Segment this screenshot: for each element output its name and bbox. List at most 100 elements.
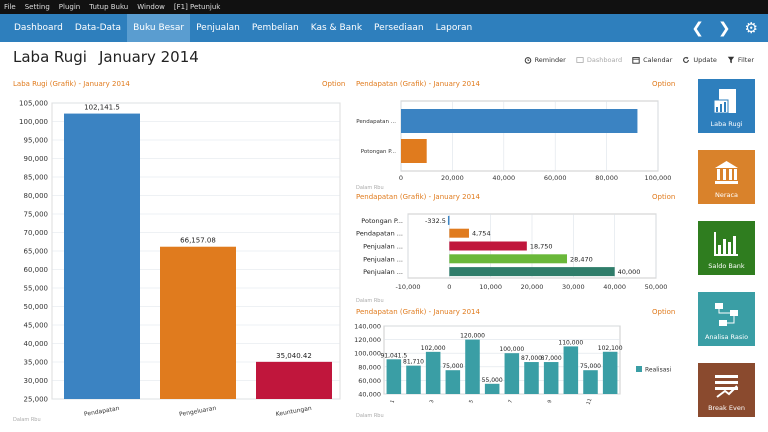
x-tick-label: 1	[390, 399, 397, 404]
bar-chart-icon	[714, 232, 738, 256]
x-tick-label: 20,000	[441, 174, 464, 182]
refresh-icon	[683, 56, 690, 63]
data-label: 87,000	[541, 355, 562, 362]
tab-data-data[interactable]: Data-Data	[74, 23, 122, 33]
y-tick-label: 60,000	[358, 377, 381, 385]
y-tick-label: 60,000	[24, 266, 49, 274]
data-label: 18,750	[530, 243, 553, 251]
pendapatan-chart-3: 40,000 60,000 80,000 100,000 120,000 140,000 9…	[354, 323, 672, 406]
bar	[445, 370, 461, 394]
tab-penjualan[interactable]: Penjualan	[196, 23, 240, 33]
y-tick-label: Penjualan ...	[363, 243, 403, 251]
y-tick-label: Pendapatan ...	[356, 230, 403, 238]
nav-bar: Dashboard Data-Data Buku Besar Penjualan…	[0, 14, 768, 42]
data-label: 110,000	[558, 339, 583, 346]
x-tick-label: 50,000	[645, 283, 668, 291]
bar	[64, 113, 140, 399]
y-tick-label: 80,000	[24, 192, 49, 200]
dashboard-label: Dashboard	[586, 56, 623, 64]
bar	[449, 267, 615, 277]
y-tick-label: 50,000	[24, 303, 49, 311]
tile-saldo-bank[interactable]: Saldo Bank	[698, 221, 755, 275]
menu-plugin[interactable]: Plugin	[58, 3, 81, 11]
y-tick-label: 120,000	[354, 336, 381, 344]
back-icon[interactable]: ❮	[691, 19, 704, 37]
calendar-label: Calendar	[643, 56, 673, 64]
y-tick-label: 25,000	[24, 396, 49, 404]
main-option-link[interactable]: Option	[322, 80, 346, 88]
p3-option-link[interactable]: Option	[652, 308, 676, 316]
x-tick-label: Pengeluaran	[179, 405, 217, 418]
menu-help[interactable]: [F1] Petunjuk	[173, 3, 221, 11]
data-label: 102,141.5	[84, 104, 120, 112]
alarm-icon	[524, 57, 531, 64]
y-tick-label: 75,000	[24, 211, 49, 219]
bar	[504, 353, 520, 394]
x-tick-label: 11	[586, 398, 594, 406]
data-label: -332.5	[425, 217, 446, 225]
bar	[583, 370, 598, 394]
bar	[524, 362, 539, 394]
menu-window[interactable]: Window	[137, 3, 165, 11]
data-label: 91,041.5	[380, 352, 407, 359]
pendapatan-chart-2: -10,000 0 10,000 20,000 30,000 40,000 50,000 Po…	[356, 213, 668, 291]
data-label: 87,000	[521, 355, 542, 362]
tile-label: Laba Rugi	[710, 120, 743, 128]
y-tick-label: 140,000	[354, 323, 381, 331]
dashboard-button[interactable]: Dashboard	[576, 56, 622, 64]
tile-neraca[interactable]: Neraca	[698, 150, 755, 204]
bar	[447, 215, 450, 225]
p2-note: Dalam Rbu	[356, 298, 384, 304]
p2-option-link[interactable]: Option	[652, 193, 676, 201]
pendapatan-chart-1: 0 20,000 40,000 60,000 80,000 100,000 Pendapat…	[356, 100, 672, 182]
x-tick-label: 9	[547, 399, 554, 404]
update-button[interactable]: Update	[682, 56, 717, 64]
y-tick-label: 95,000	[24, 137, 49, 145]
laba-rugi-chart: 25,000 30,000 35,000 40,000 45,000 50,000 55,0…	[19, 100, 341, 418]
p1-option-link[interactable]: Option	[652, 80, 676, 88]
bar	[563, 346, 579, 394]
tab-persediaan[interactable]: Persediaan	[374, 23, 424, 33]
update-label: Update	[693, 56, 717, 64]
x-tick-label: Keuntungan	[275, 405, 312, 418]
x-tick-label: 0	[447, 283, 451, 291]
tab-buku-besar[interactable]: Buku Besar	[127, 14, 191, 42]
x-tick-label: 30,000	[562, 283, 585, 291]
x-tick-label: 100,000	[645, 174, 672, 182]
gear-icon[interactable]: ⚙	[744, 19, 758, 37]
p3-panel-title: Pendapatan (Grafik) - January 2014	[356, 308, 480, 316]
reminder-button[interactable]: Reminder	[524, 56, 566, 64]
y-tick-label: 105,000	[19, 100, 48, 108]
tab-laporan[interactable]: Laporan	[435, 23, 473, 33]
y-tick-label: Penjualan ...	[363, 255, 403, 263]
main-note: Dalam Rbu	[13, 417, 41, 423]
p2-panel-title: Pendapatan (Grafik) - January 2014	[356, 193, 480, 201]
y-tick-label: 100,000	[19, 118, 48, 126]
legend-label: Realisasi	[645, 367, 672, 374]
tile-analisa-rasio[interactable]: Analisa Rasio	[698, 292, 755, 346]
data-label: 75,000	[442, 363, 463, 370]
filter-button[interactable]: Filter	[727, 56, 754, 64]
p1-note: Dalam Rbu	[356, 185, 384, 191]
tab-pembelian[interactable]: Pembelian	[251, 23, 299, 33]
page-month: January 2014	[98, 48, 199, 66]
bar	[543, 362, 559, 394]
data-label: 40,000	[618, 268, 641, 276]
calendar-button[interactable]: Calendar	[632, 56, 672, 64]
menu-setting[interactable]: Setting	[24, 3, 50, 11]
x-tick-label: Pendapatan	[84, 405, 121, 418]
forward-icon[interactable]: ❯	[717, 19, 731, 37]
menu-tutup-buku[interactable]: Tutup Buku	[89, 3, 129, 11]
tile-break-even[interactable]: Break Even	[698, 363, 755, 417]
data-label: 75,000	[580, 363, 601, 370]
x-tick-label: 40,000	[492, 174, 515, 182]
tile-laba-rugi[interactable]: Laba Rugi	[698, 79, 755, 133]
tab-dashboard[interactable]: Dashboard	[14, 23, 63, 33]
bar	[256, 361, 332, 399]
data-label: 102,000	[421, 345, 446, 352]
tab-kas-bank[interactable]: Kas & Bank	[310, 23, 363, 33]
p1-panel-title: Pendapatan (Grafik) - January 2014	[356, 80, 480, 88]
menu-file[interactable]: File	[4, 3, 16, 11]
y-tick-label: 30,000	[24, 377, 49, 385]
